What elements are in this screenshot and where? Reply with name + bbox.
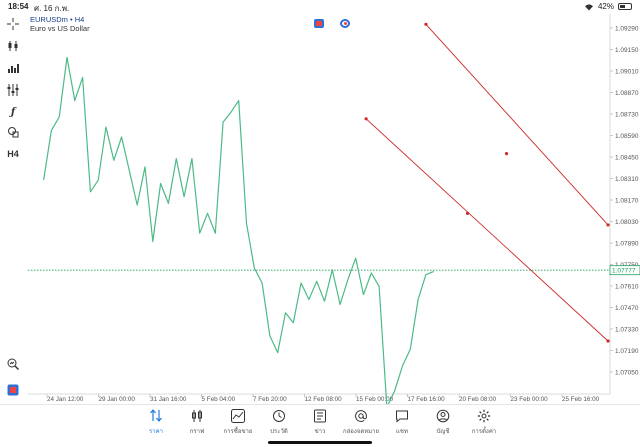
y-tick-label: 1.07330 — [615, 327, 639, 334]
bottom-navigation: ราคา กราฟ การซื้อขาย ประวัติ ข่าว กล่องจดหมาย… — [0, 404, 640, 447]
x-tick-label: 17 Feb 16:00 — [408, 396, 446, 403]
y-tick-label: 1.07050 — [615, 370, 639, 377]
nav-item-label: กล่องจดหมาย — [342, 429, 380, 435]
battery-percent: 42% — [597, 2, 614, 11]
nav-item-mailbox-at[interactable]: กล่องจดหมาย — [338, 409, 384, 439]
trade-line-icon — [215, 409, 261, 423]
status-time: 18:54 — [8, 2, 29, 11]
nav-item-history-clock[interactable]: ประวัติ — [256, 409, 302, 439]
y-tick-label: 1.08870 — [615, 90, 639, 97]
y-tick-label: 1.09150 — [615, 47, 639, 54]
current-price-tag — [609, 265, 640, 276]
y-tick-label: 1.07610 — [615, 284, 639, 291]
x-tick-label: 25 Feb 16:00 — [562, 396, 600, 403]
trendline-anchor — [606, 339, 610, 343]
y-tick-label: 1.08310 — [615, 176, 639, 183]
y-tick-label: 1.07470 — [615, 305, 639, 312]
nav-item-account[interactable]: บัญชี — [420, 409, 466, 439]
x-tick-label: 31 Jan 16:00 — [150, 396, 187, 403]
home-indicator — [268, 441, 372, 444]
y-tick-label: 1.07890 — [615, 241, 639, 248]
nav-item-label: การซื้อขาย — [223, 429, 253, 435]
status-bar: 18:54 ศ. 16 ก.พ. 42% — [0, 0, 640, 14]
nav-item-label: การตั้งค่า — [471, 429, 497, 435]
chart-mode-icon[interactable] — [340, 19, 350, 28]
nav-item-chat[interactable]: แชท — [379, 409, 425, 439]
nav-item-label: บัญชี — [436, 429, 450, 435]
quotes-arrows-icon — [133, 409, 179, 423]
nav-item-news[interactable]: ข่าว — [297, 409, 343, 439]
trendline-anchor — [606, 223, 610, 227]
y-tick-label: 1.07190 — [615, 348, 639, 355]
trendline-anchor — [504, 152, 509, 156]
y-tick-label: 1.09290 — [615, 26, 639, 33]
x-tick-label: 12 Feb 08:00 — [305, 396, 343, 403]
x-tick-label: 5 Feb 04:00 — [202, 396, 236, 403]
news-icon — [297, 409, 343, 423]
trendline-anchor — [364, 117, 368, 121]
nav-item-chart-candles[interactable]: กราฟ — [174, 409, 220, 439]
candlestick-icon[interactable] — [5, 38, 21, 54]
volume-bars-icon[interactable] — [5, 60, 21, 76]
nav-item-quotes-arrows[interactable]: ราคา — [133, 409, 179, 439]
y-tick-label: 1.08450 — [615, 155, 639, 162]
one-click-trading-icon[interactable] — [5, 382, 21, 398]
price-line — [43, 56, 434, 404]
x-tick-label: 29 Jan 00:00 — [99, 396, 136, 403]
x-tick-label: 20 Feb 08:00 — [459, 396, 497, 403]
y-tick-label: 1.08030 — [615, 219, 639, 226]
indicator-sliders-icon[interactable] — [5, 82, 21, 98]
timeframe-button[interactable]: H4 — [7, 149, 19, 159]
x-tick-label: 15 Feb 00:00 — [356, 396, 394, 403]
history-clock-icon — [256, 409, 302, 423]
symbol-name: EURUSDm • H4 — [30, 15, 85, 24]
x-tick-label: 23 Feb 00:00 — [511, 396, 549, 403]
y-tick-label: 1.08170 — [615, 198, 639, 205]
trendline — [365, 118, 609, 342]
x-tick-label: 7 Feb 20:00 — [253, 396, 287, 403]
zoom-search-icon[interactable] — [5, 356, 21, 372]
x-tick-label: 24 Jan 12:00 — [47, 396, 84, 403]
y-tick-label: 1.09010 — [615, 69, 639, 76]
trade-panel-icon[interactable] — [314, 19, 324, 28]
nav-item-label: ประวัติ — [270, 429, 288, 435]
current-price-label: 1.07777 — [612, 268, 636, 275]
nav-item-label: ข่าว — [314, 429, 326, 435]
y-tick-label: 1.08590 — [615, 133, 639, 140]
nav-item-label: แชท — [396, 429, 408, 435]
crosshair-icon[interactable] — [5, 16, 21, 32]
status-indicators: 42% — [584, 2, 632, 11]
drawing-shapes-icon[interactable] — [5, 124, 21, 140]
function-icon[interactable]: ƒ — [10, 106, 16, 118]
symbol-description: Euro vs US Dollar — [30, 24, 90, 33]
status-date: ศ. 16 ก.พ. — [34, 4, 70, 13]
battery-icon — [618, 3, 632, 10]
mailbox-at-icon — [338, 409, 384, 423]
price-chart[interactable]: 1.09290 1.09150 1.09010 1.08870 1.08730 1.085… — [0, 0, 640, 404]
nav-item-label: ราคา — [149, 429, 163, 435]
trendline — [425, 23, 609, 226]
symbol-info: EURUSDm • H4 Euro vs US Dollar — [30, 15, 90, 33]
left-toolbar: ƒ H4 — [0, 14, 26, 404]
wifi-icon — [584, 3, 593, 10]
y-tick-label: 1.08730 — [615, 112, 639, 119]
account-icon — [420, 409, 466, 423]
nav-item-label: กราฟ — [189, 429, 205, 435]
trendline-anchor — [424, 22, 428, 26]
chart-candles-icon — [174, 409, 220, 423]
nav-item-settings-gear[interactable]: การตั้งค่า — [461, 409, 507, 439]
chat-icon — [379, 409, 425, 423]
nav-item-trade-line[interactable]: การซื้อขาย — [215, 409, 261, 439]
settings-gear-icon — [461, 409, 507, 423]
trendline-anchor — [465, 211, 470, 215]
